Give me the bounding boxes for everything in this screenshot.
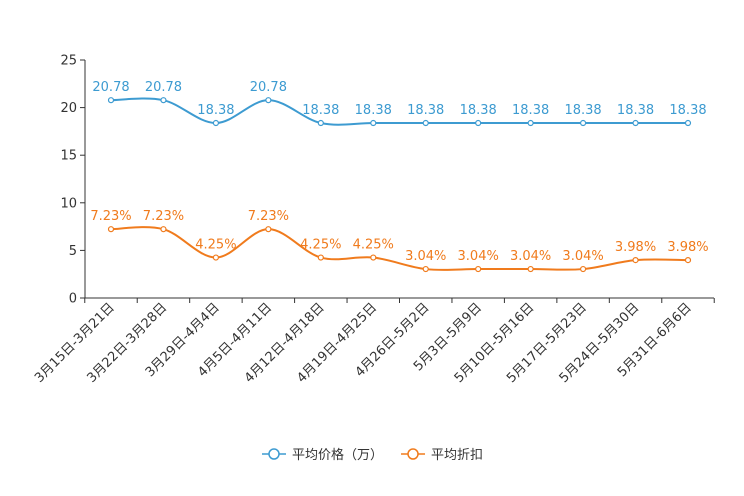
data-label: 18.38: [512, 103, 549, 118]
data-point[interactable]: [370, 119, 377, 127]
data-label: 18.38: [564, 103, 601, 118]
data-label: 3.98%: [667, 240, 708, 255]
data-label: 3.98%: [615, 240, 656, 255]
data-point[interactable]: [160, 97, 167, 104]
data-label: 18.38: [617, 103, 654, 118]
series-0: 20.78 20.78 18.38 20.78 18.38 18.38 18.38 18.38…: [92, 80, 707, 127]
data-point[interactable]: [422, 119, 429, 127]
y-tick-label: 5: [69, 244, 77, 259]
data-label: 20.78: [145, 80, 182, 95]
data-label: 18.38: [407, 103, 444, 118]
data-label: 3.04%: [405, 249, 446, 264]
data-point[interactable]: [212, 119, 220, 127]
data-point[interactable]: [370, 254, 377, 261]
data-label: 4.25%: [300, 238, 341, 253]
data-label: 4.25%: [353, 238, 394, 253]
y-tick-label: 25: [60, 54, 77, 69]
data-point[interactable]: [632, 257, 639, 264]
chart-legend[interactable]: 平均价格（万） 平均折扣: [262, 447, 483, 463]
y-tick-label: 0: [69, 292, 77, 307]
data-label: 7.23%: [248, 209, 289, 224]
data-point[interactable]: [317, 119, 324, 127]
data-label: 7.23%: [143, 209, 184, 224]
data-label: 18.38: [669, 103, 706, 118]
data-point[interactable]: [579, 119, 587, 127]
data-point[interactable]: [265, 226, 272, 233]
data-label: 7.23%: [90, 209, 131, 224]
data-point[interactable]: [527, 265, 534, 273]
data-point[interactable]: [422, 265, 429, 273]
data-point[interactable]: [475, 119, 482, 127]
data-point[interactable]: [317, 254, 324, 261]
data-point[interactable]: [684, 119, 692, 127]
data-point[interactable]: [527, 119, 534, 127]
data-label: 18.38: [460, 103, 497, 118]
y-tick-label: 20: [60, 101, 77, 116]
data-label: 18.38: [197, 103, 234, 118]
data-label: 3.04%: [510, 249, 551, 264]
legend-marker: [268, 448, 280, 460]
data-point[interactable]: [107, 97, 115, 104]
data-label: 18.38: [302, 103, 339, 118]
legend-label: 平均折扣: [431, 448, 483, 463]
y-tick-label: 15: [60, 149, 77, 164]
data-point[interactable]: [107, 226, 115, 233]
data-point[interactable]: [684, 257, 692, 264]
y-tick-label: 10: [60, 196, 77, 211]
legend-item-0[interactable]: 平均价格（万）: [262, 447, 383, 463]
data-label: 3.04%: [458, 249, 499, 264]
series-1: 7.23% 7.23% 4.25% 7.23% 4.25% 4.25% 3.04% 3.04%…: [90, 209, 709, 273]
data-label: 20.78: [92, 80, 129, 95]
legend-item-1[interactable]: 平均折扣: [401, 448, 483, 463]
data-label: 20.78: [250, 80, 287, 95]
series-line: [110, 97, 688, 126]
data-label: 18.38: [355, 103, 392, 118]
series-layer: 20.78 20.78 18.38 20.78 18.38 18.38 18.38 18.38…: [90, 80, 709, 273]
data-point[interactable]: [475, 265, 482, 273]
data-label: 4.25%: [195, 238, 236, 253]
legend-label: 平均价格（万）: [292, 447, 383, 463]
data-point[interactable]: [579, 265, 587, 273]
data-point[interactable]: [212, 254, 220, 261]
data-point[interactable]: [265, 97, 272, 104]
data-point[interactable]: [160, 226, 167, 233]
data-point[interactable]: [632, 119, 639, 127]
data-label: 3.04%: [562, 249, 603, 264]
legend-marker: [407, 448, 419, 460]
